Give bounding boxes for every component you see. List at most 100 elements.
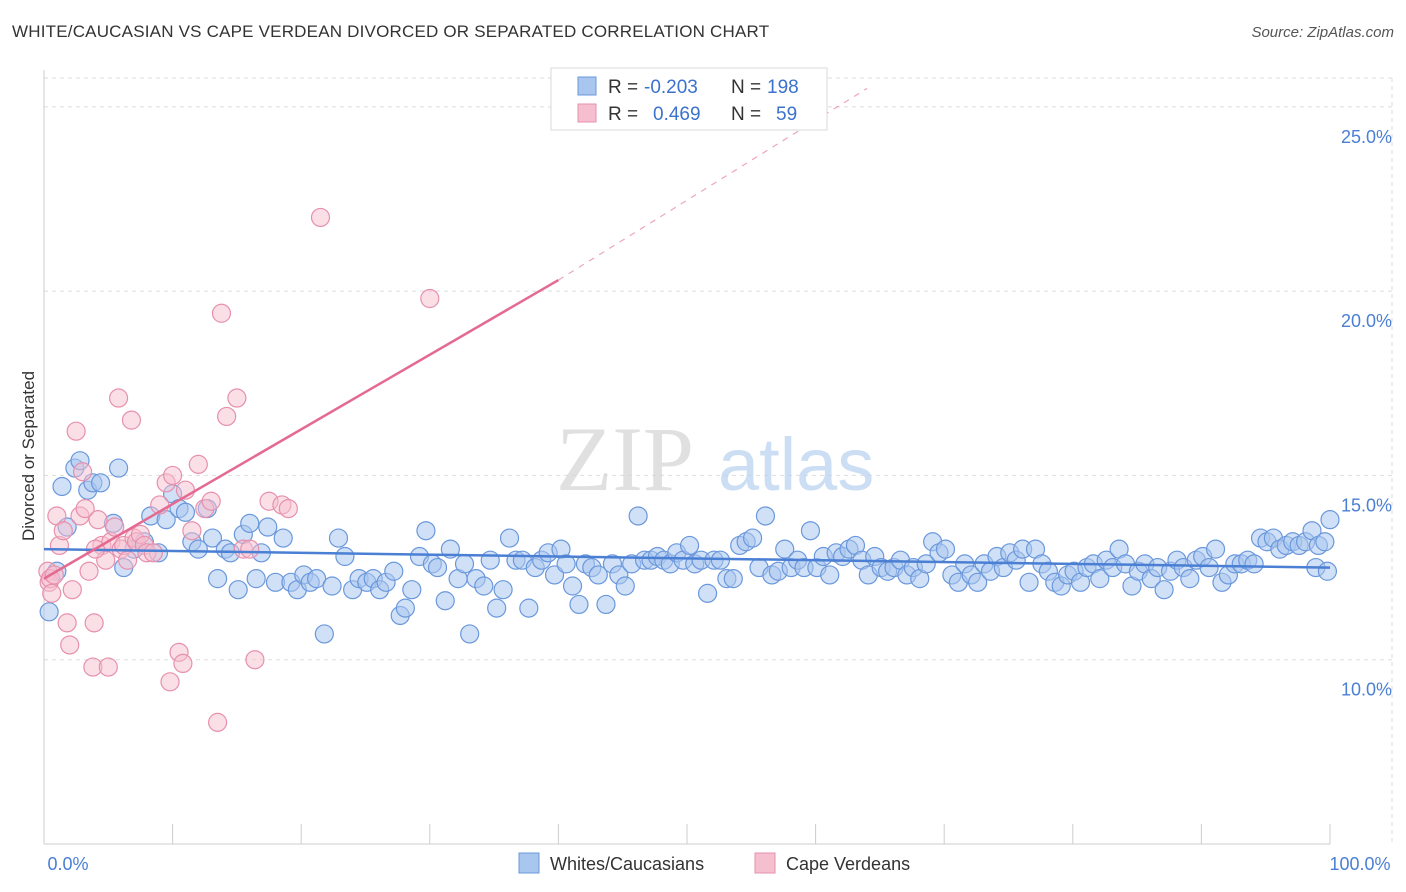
point-whites-62 xyxy=(460,624,480,644)
bottom-legend-swatch-blue xyxy=(518,852,540,874)
point-whites-108 xyxy=(755,506,776,526)
point-whites-184 xyxy=(1244,554,1264,574)
point-capeverdean-7 xyxy=(53,521,73,541)
point-whites-55 xyxy=(416,521,436,541)
point-whites-106 xyxy=(742,528,763,548)
point-whites-198 xyxy=(1320,510,1340,530)
point-capeverdean-28 xyxy=(121,410,142,430)
trend-line-whites xyxy=(43,547,1331,569)
point-whites-61 xyxy=(454,554,475,574)
y-tick-label-25: 25.0% xyxy=(1341,127,1392,147)
point-whites-10 xyxy=(108,458,129,478)
legend-n-label-2: N = xyxy=(731,104,761,125)
point-whites-43 xyxy=(335,546,355,567)
point-whites-53 xyxy=(402,580,422,600)
y-tick-label-15: 15.0% xyxy=(1341,495,1392,515)
point-whites-82 xyxy=(588,565,608,585)
point-whites-118 xyxy=(820,565,840,585)
point-whites-52 xyxy=(395,598,415,618)
legend-r-value-1: -0.203 xyxy=(644,77,698,98)
point-capeverdean-37 xyxy=(160,672,180,692)
y-tick-label-20: 20.0% xyxy=(1341,311,1392,331)
legend-swatch-pink xyxy=(577,103,597,123)
bottom-legend-label-pink: Cape Verdeans xyxy=(786,854,910,874)
point-capeverdean-49 xyxy=(227,388,247,408)
point-capeverdean-56 xyxy=(310,207,331,228)
x-axis-ticks xyxy=(43,824,1331,844)
point-capeverdean-57 xyxy=(420,288,440,309)
point-capeverdean-52 xyxy=(245,650,265,670)
point-capeverdean-18 xyxy=(88,510,108,530)
legend-n-label-1: N = xyxy=(731,77,761,98)
point-capeverdean-21 xyxy=(98,657,118,677)
point-capeverdean-42 xyxy=(182,521,202,541)
point-whites-96 xyxy=(679,535,700,556)
x-tick-label-min: 0.0% xyxy=(47,854,88,874)
legend-swatch-blue xyxy=(577,76,597,96)
point-whites-133 xyxy=(916,554,936,574)
series-whites-points xyxy=(39,451,1340,644)
point-capeverdean-24 xyxy=(108,388,129,408)
point-whites-65 xyxy=(480,550,500,570)
point-whites-160 xyxy=(1090,569,1110,589)
point-capeverdean-23 xyxy=(105,517,125,537)
legend-n-value-1: 198 xyxy=(767,77,799,98)
point-whites-23 xyxy=(202,528,223,548)
point-whites-195 xyxy=(1315,532,1335,552)
watermark-atlas: atlas xyxy=(718,423,874,506)
series-capeverdean-points xyxy=(38,207,440,732)
point-whites-39 xyxy=(307,569,327,589)
point-capeverdean-45 xyxy=(201,491,221,511)
point-whites-141 xyxy=(968,572,988,592)
point-whites-99 xyxy=(697,583,718,603)
point-whites-68 xyxy=(499,528,520,548)
legend-r-label-2: R = xyxy=(608,104,638,125)
point-capeverdean-40 xyxy=(173,653,193,674)
point-whites-149 xyxy=(1019,572,1039,592)
point-whites-88 xyxy=(628,506,648,526)
point-whites-75 xyxy=(544,565,565,585)
point-whites-86 xyxy=(615,576,635,596)
point-whites-29 xyxy=(240,513,260,533)
chart-title: WHITE/CAUCASIAN VS CAPE VERDEAN DIVORCED… xyxy=(12,22,770,41)
point-capeverdean-10 xyxy=(62,580,82,600)
bottom-legend-label-blue: Whites/Caucasians xyxy=(550,854,704,874)
bottom-legend-swatch-pink xyxy=(754,852,776,874)
legend-box: R = -0.203 N = 198 R = 0.469 N = 59 xyxy=(550,67,828,131)
y-axis-label: Divorced or Separated xyxy=(19,371,38,541)
point-capeverdean-27 xyxy=(117,550,138,570)
y-tick-label-10: 10.0% xyxy=(1341,680,1392,700)
watermark-zip: ZIP xyxy=(556,408,694,510)
point-whites-67 xyxy=(493,580,513,600)
point-whites-77 xyxy=(556,554,576,574)
point-whites-34 xyxy=(273,528,293,548)
point-capeverdean-55 xyxy=(278,499,298,519)
point-capeverdean-15 xyxy=(79,561,99,581)
x-tick-label-max: 100.0% xyxy=(1329,854,1390,874)
point-whites-19 xyxy=(175,502,196,522)
point-whites-8 xyxy=(90,473,111,493)
point-capeverdean-34 xyxy=(143,543,163,563)
point-whites-111 xyxy=(775,539,795,559)
point-capeverdean-3 xyxy=(42,583,62,603)
point-whites-64 xyxy=(474,576,494,596)
point-whites-83 xyxy=(596,594,616,615)
point-capeverdean-14 xyxy=(75,499,95,519)
trend-line-capeverdean xyxy=(43,279,560,580)
point-whites-66 xyxy=(487,598,507,618)
point-whites-2 xyxy=(52,476,72,497)
point-whites-103 xyxy=(723,569,743,589)
point-capeverdean-8 xyxy=(57,613,77,633)
point-capeverdean-11 xyxy=(66,421,86,441)
point-whites-24 xyxy=(208,569,228,589)
point-whites-170 xyxy=(1154,580,1174,600)
point-whites-27 xyxy=(228,580,248,600)
point-capeverdean-47 xyxy=(211,303,232,323)
point-whites-71 xyxy=(519,598,539,618)
point-capeverdean-48 xyxy=(217,406,237,427)
point-whites-0 xyxy=(39,602,59,622)
point-whites-78 xyxy=(562,576,583,596)
point-whites-115 xyxy=(800,521,821,541)
point-whites-42 xyxy=(328,528,349,548)
point-whites-174 xyxy=(1180,569,1200,589)
